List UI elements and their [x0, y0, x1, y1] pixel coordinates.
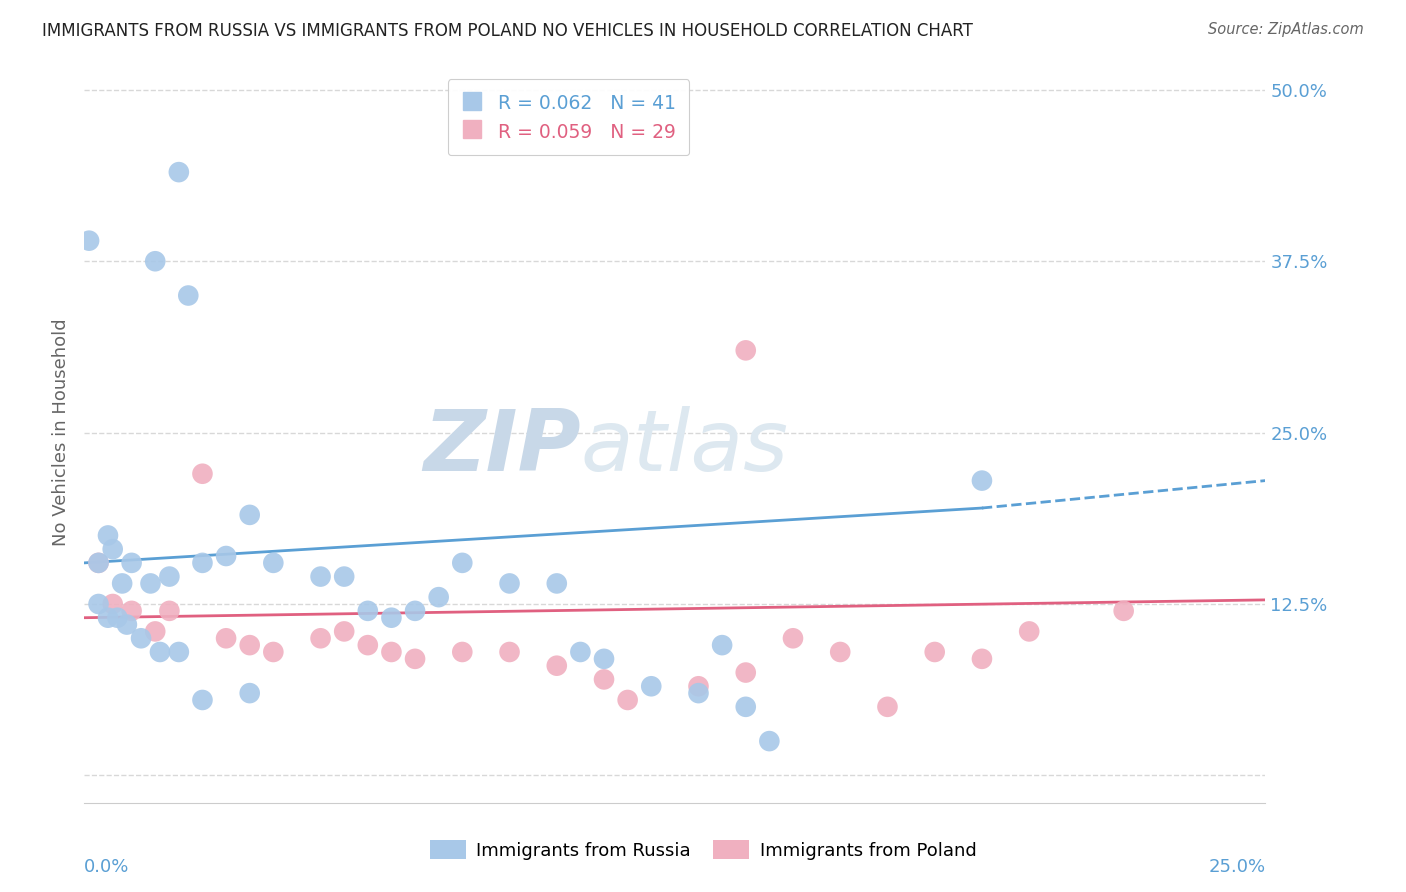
- Point: [451, 556, 474, 570]
- Text: Source: ZipAtlas.com: Source: ZipAtlas.com: [1208, 22, 1364, 37]
- Point: [215, 549, 238, 563]
- Point: [640, 679, 662, 693]
- Point: [758, 734, 780, 748]
- Point: [734, 343, 756, 358]
- Point: [139, 576, 162, 591]
- Point: [262, 645, 284, 659]
- Point: [191, 467, 214, 481]
- Point: [427, 590, 450, 604]
- Point: [115, 617, 138, 632]
- Point: [1018, 624, 1040, 639]
- Point: [380, 645, 402, 659]
- Point: [101, 597, 124, 611]
- Point: [734, 665, 756, 680]
- Text: 0.0%: 0.0%: [84, 857, 129, 876]
- Point: [333, 624, 356, 639]
- Point: [404, 652, 426, 666]
- Point: [1112, 604, 1135, 618]
- Point: [87, 597, 110, 611]
- Point: [97, 611, 120, 625]
- Point: [239, 686, 262, 700]
- Point: [498, 576, 520, 591]
- Point: [688, 679, 710, 693]
- Point: [616, 693, 638, 707]
- Point: [157, 604, 180, 618]
- Point: [357, 604, 380, 618]
- Point: [191, 556, 214, 570]
- Point: [121, 556, 143, 570]
- Point: [157, 569, 180, 583]
- Point: [970, 652, 993, 666]
- Point: [121, 604, 143, 618]
- Point: [215, 632, 238, 646]
- Point: [333, 569, 356, 583]
- Text: 25.0%: 25.0%: [1208, 857, 1265, 876]
- Point: [97, 528, 120, 542]
- Point: [107, 611, 129, 625]
- Point: [546, 576, 568, 591]
- Point: [77, 234, 100, 248]
- Point: [546, 658, 568, 673]
- Point: [143, 624, 166, 639]
- Point: [569, 645, 592, 659]
- Y-axis label: No Vehicles in Household: No Vehicles in Household: [52, 318, 70, 547]
- Point: [593, 652, 616, 666]
- Point: [111, 576, 134, 591]
- Point: [87, 556, 110, 570]
- Point: [970, 474, 993, 488]
- Point: [404, 604, 426, 618]
- Point: [734, 699, 756, 714]
- Point: [239, 638, 262, 652]
- Legend: Immigrants from Russia, Immigrants from Poland: Immigrants from Russia, Immigrants from …: [422, 833, 984, 867]
- Point: [129, 632, 152, 646]
- Point: [876, 699, 898, 714]
- Point: [101, 542, 124, 557]
- Point: [309, 632, 332, 646]
- Point: [149, 645, 172, 659]
- Point: [239, 508, 262, 522]
- Point: [782, 632, 804, 646]
- Point: [711, 638, 734, 652]
- Text: ZIP: ZIP: [423, 406, 581, 489]
- Point: [309, 569, 332, 583]
- Text: IMMIGRANTS FROM RUSSIA VS IMMIGRANTS FROM POLAND NO VEHICLES IN HOUSEHOLD CORREL: IMMIGRANTS FROM RUSSIA VS IMMIGRANTS FRO…: [42, 22, 973, 40]
- Point: [262, 556, 284, 570]
- Text: atlas: atlas: [581, 406, 789, 489]
- Legend: R = 0.062   N = 41, R = 0.059   N = 29: R = 0.062 N = 41, R = 0.059 N = 29: [447, 79, 689, 155]
- Point: [177, 288, 200, 302]
- Point: [924, 645, 946, 659]
- Point: [87, 556, 110, 570]
- Point: [167, 645, 190, 659]
- Point: [593, 673, 616, 687]
- Point: [167, 165, 190, 179]
- Point: [380, 611, 402, 625]
- Point: [830, 645, 852, 659]
- Point: [191, 693, 214, 707]
- Point: [357, 638, 380, 652]
- Point: [688, 686, 710, 700]
- Point: [498, 645, 520, 659]
- Point: [451, 645, 474, 659]
- Point: [143, 254, 166, 268]
